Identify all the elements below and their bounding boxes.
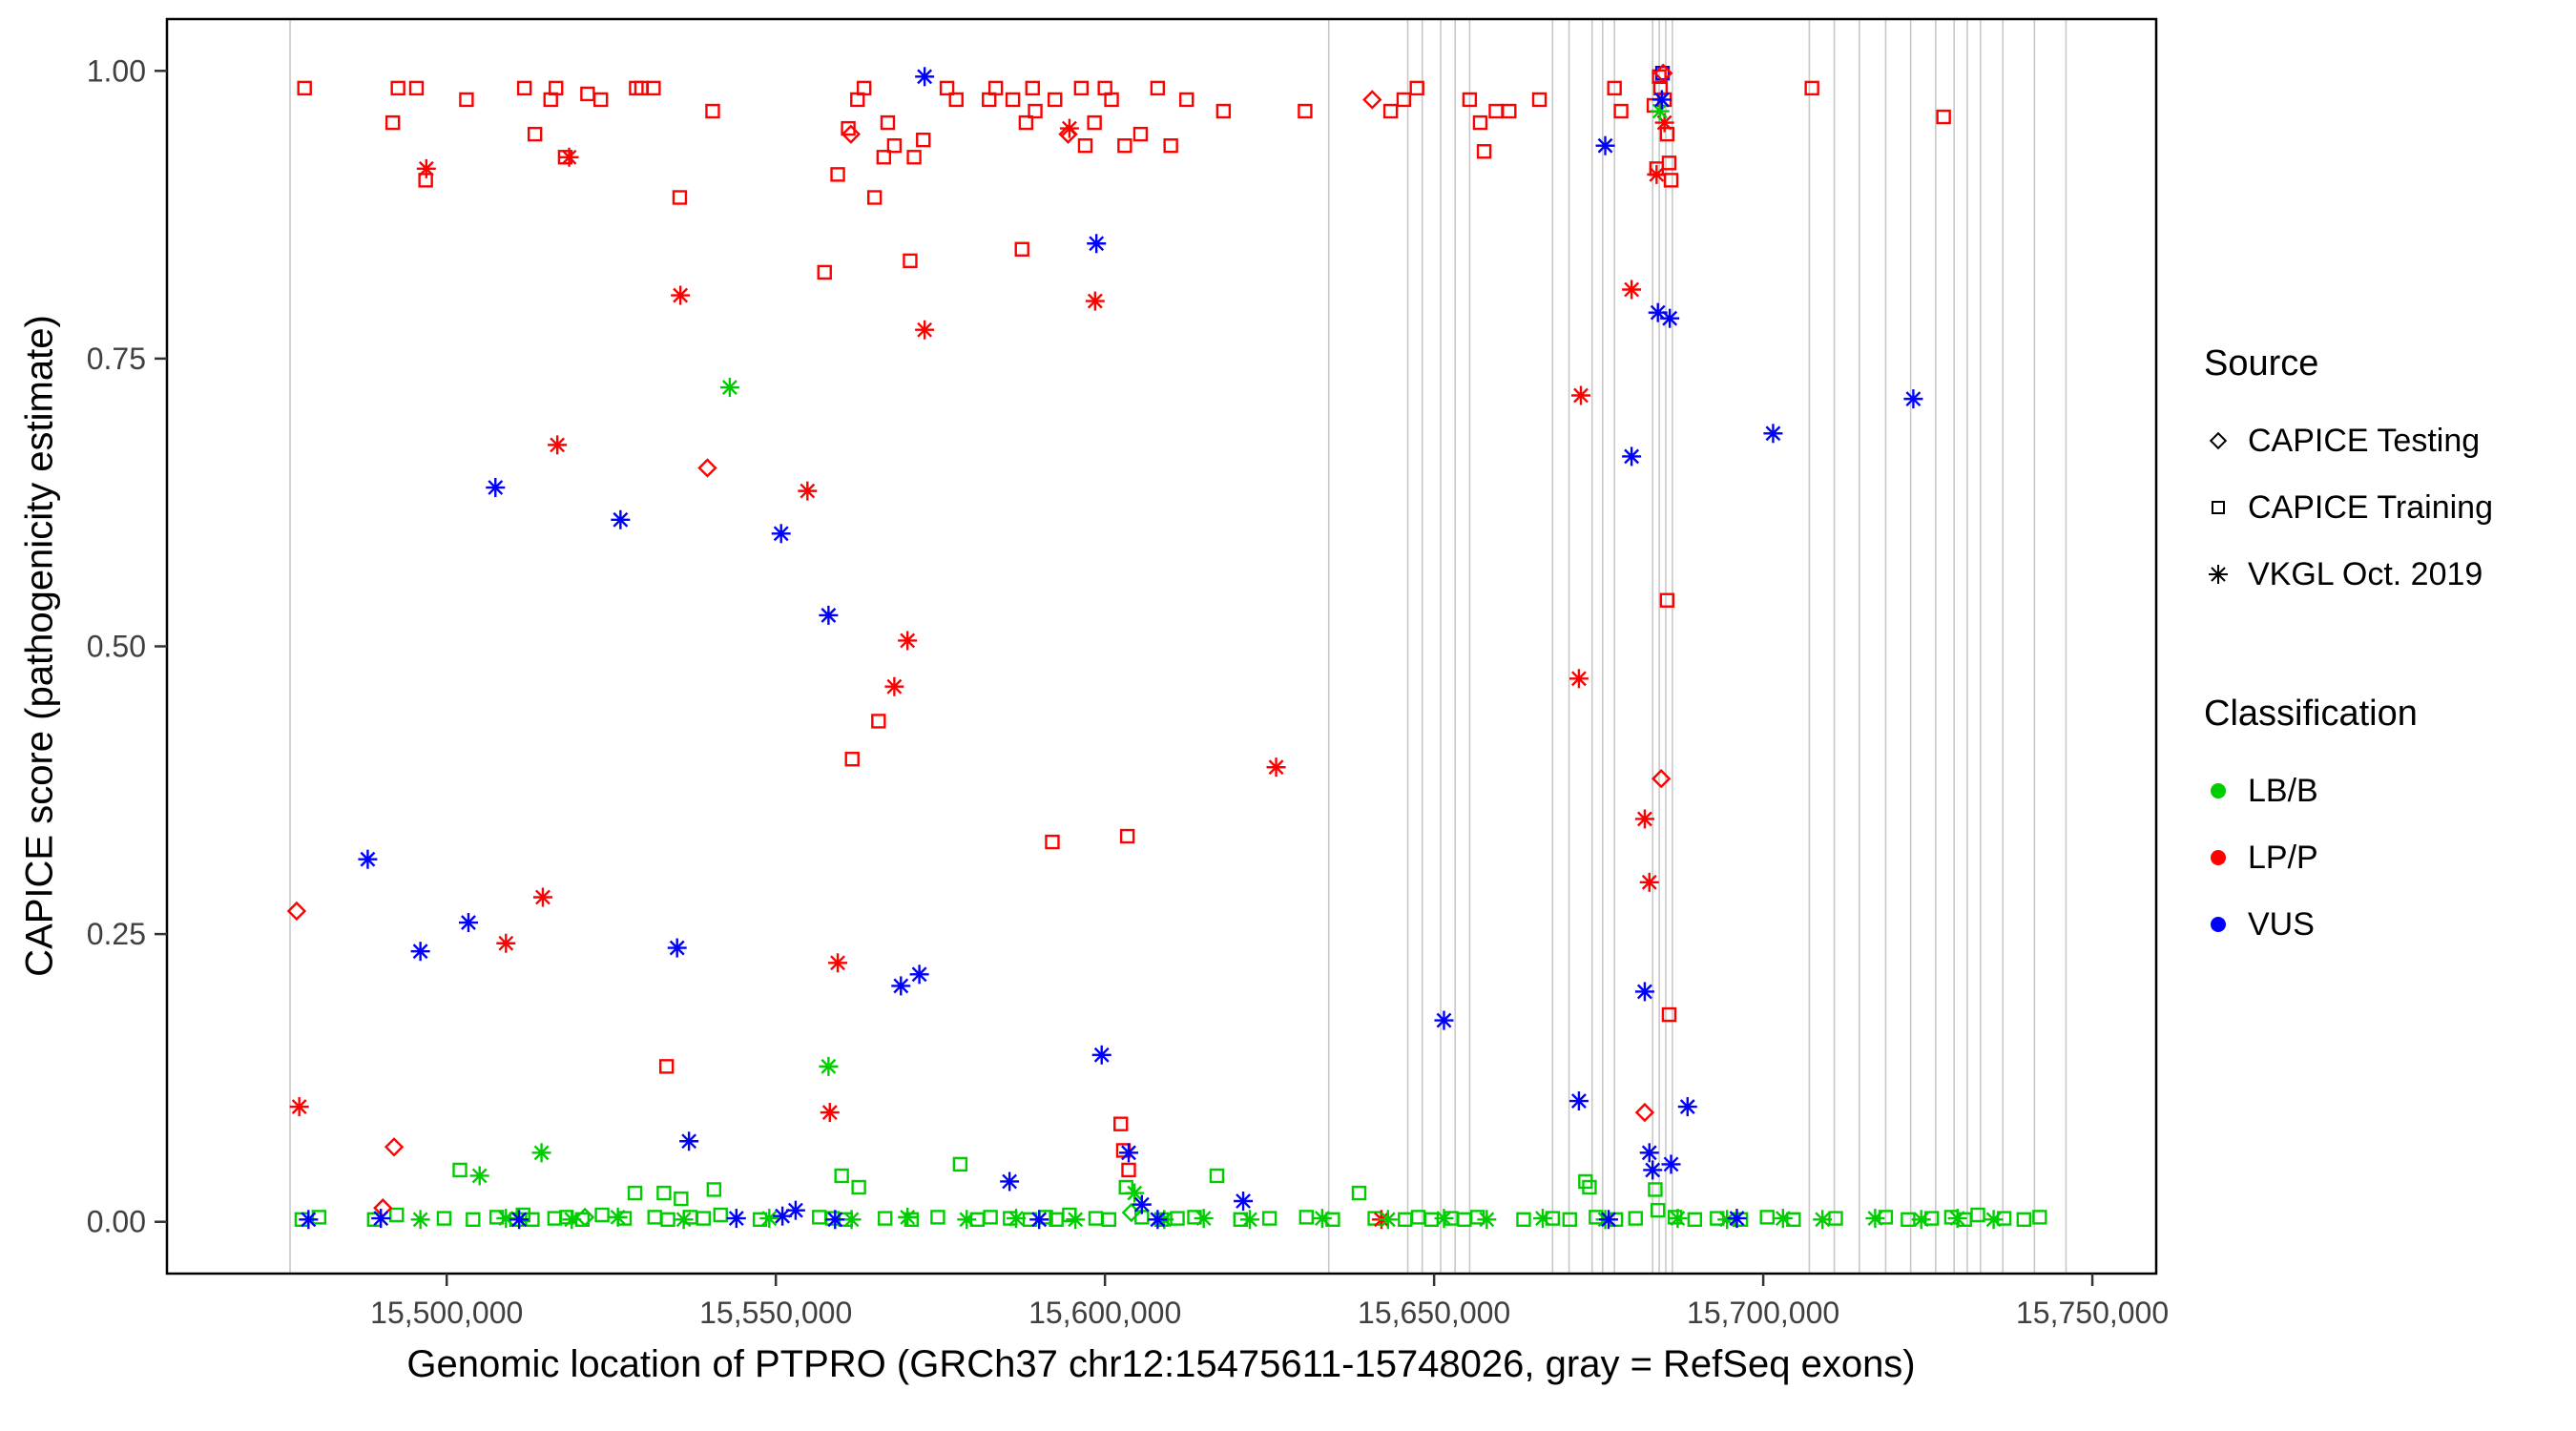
lbb-dot-icon (2204, 777, 2233, 805)
legend-item-lbb: LB/B (2204, 757, 2566, 824)
svg-text:15,500,000: 15,500,000 (370, 1296, 523, 1330)
legend-item-label: LB/B (2248, 772, 2318, 809)
svg-text:15,750,000: 15,750,000 (2016, 1296, 2169, 1330)
legend: Source CAPICE Testing CAPICE Training (2204, 343, 2566, 1044)
svg-text:15,650,000: 15,650,000 (1358, 1296, 1510, 1330)
svg-text:15,550,000: 15,550,000 (699, 1296, 852, 1330)
x-axis-title: Genomic location of PTPRO (GRCh37 chr12:… (406, 1343, 1916, 1385)
square-icon (2204, 493, 2233, 522)
legend-classification: Classification LB/B LP/P (2204, 694, 2566, 958)
legend-item-capice-testing: CAPICE Testing (2204, 407, 2566, 474)
asterisk-icon (2204, 560, 2233, 589)
svg-text:15,600,000: 15,600,000 (1028, 1296, 1181, 1330)
legend-source-title: Source (2204, 343, 2319, 384)
legend-classification-title: Classification (2204, 694, 2418, 734)
legend-item-vus: VUS (2204, 891, 2566, 958)
svg-text:0.25: 0.25 (87, 917, 146, 951)
legend-item-lpp: LP/P (2204, 824, 2566, 891)
svg-text:0.75: 0.75 (87, 342, 146, 376)
legend-item-label: CAPICE Training (2248, 488, 2493, 526)
legend-source: Source CAPICE Testing CAPICE Training (2204, 343, 2566, 608)
svg-text:15,700,000: 15,700,000 (1687, 1296, 1839, 1330)
y-axis-title: CAPICE score (pathogenicity estimate) (18, 315, 61, 977)
legend-item-label: CAPICE Testing (2248, 422, 2481, 459)
svg-text:0.50: 0.50 (87, 630, 146, 664)
legend-item-label: LP/P (2248, 839, 2318, 876)
legend-item-label: VKGL Oct. 2019 (2248, 555, 2483, 592)
diamond-icon (2204, 426, 2233, 455)
legend-item-label: VUS (2248, 905, 2315, 943)
legend-item-capice-training: CAPICE Training (2204, 474, 2566, 541)
vus-dot-icon (2204, 910, 2233, 939)
svg-text:0.00: 0.00 (87, 1205, 146, 1239)
lpp-dot-icon (2204, 843, 2233, 872)
svg-text:1.00: 1.00 (87, 53, 146, 88)
legend-item-vkgl: VKGL Oct. 2019 (2204, 541, 2566, 608)
